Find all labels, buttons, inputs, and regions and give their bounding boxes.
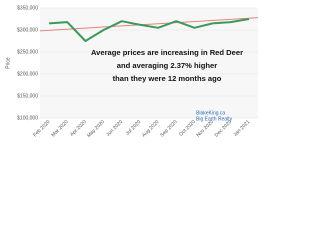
y-tick-label: $100,000 <box>17 115 38 121</box>
x-tick-label: Sep 2020 <box>159 119 179 139</box>
y-axis-label: Price <box>5 57 11 69</box>
annotation: Average prices are increasing in Red Dee… <box>91 48 243 57</box>
logo-text: BlakeKing.ca <box>196 110 225 116</box>
x-tick-label: Oct 2020 <box>178 119 197 138</box>
annotation: and averaging 2.37% higher <box>117 61 217 70</box>
x-tick-label: Aug 2020 <box>141 119 161 139</box>
series-line <box>49 18 250 42</box>
y-tick-label: $300,000 <box>17 27 38 33</box>
x-tick-label: Jul 2020 <box>125 119 143 137</box>
x-tick-label: Jun 2020 <box>105 119 124 138</box>
logo-text: Big Earth Realty <box>196 116 233 122</box>
y-tick-label: $200,000 <box>17 71 38 77</box>
annotation: than they were 12 months ago <box>113 74 222 83</box>
x-tick-label: Feb 2020 <box>32 119 51 138</box>
x-tick-label: Mar 2020 <box>50 119 69 138</box>
chart: Price $100,000 $150,000 $200,000 $250,000 $3… <box>5 5 259 139</box>
y-tick-label: $350,000 <box>17 5 38 11</box>
trend-line <box>39 17 259 32</box>
page: Price $100,000 $150,000 $200,000 $250,000 $3… <box>0 0 260 146</box>
y-tick-label: $150,000 <box>17 93 38 99</box>
y-tick-label: $250,000 <box>17 49 38 55</box>
x-tick-label: Jan 2021 <box>232 119 251 138</box>
x-tick-label: May 2020 <box>86 119 106 139</box>
